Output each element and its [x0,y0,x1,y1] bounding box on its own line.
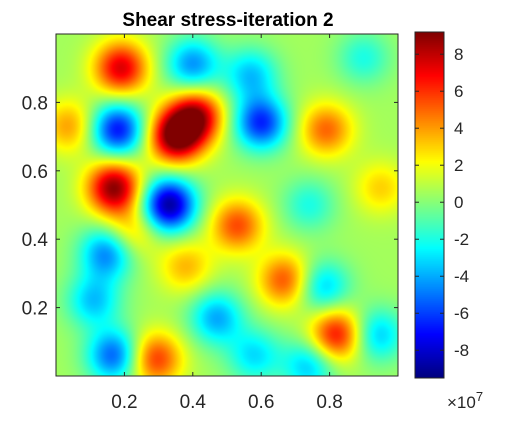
colorbar-multiplier-base: ×10 [447,393,476,412]
chart-title: Shear stress-iteration 2 [122,10,333,31]
colorbar-tick-label: -4 [454,267,469,286]
colorbar-tick-label: 4 [454,119,463,138]
x-axis: 0.2 0.4 0.6 0.8 [111,34,343,413]
colorbar-tick-label: -6 [454,304,469,323]
plot-frame [55,33,399,377]
colorbar: 8 6 4 2 0 -2 -4 -6 -8 ×107 [414,31,483,412]
colorbar-tick-label: 0 [454,193,463,212]
y-tick-label: 0.2 [22,299,48,320]
y-tick-label: 0.6 [22,162,48,183]
colorbar-tick-label: 2 [454,156,463,175]
heatmap-canvas [56,34,398,376]
colorbar-frame [414,31,445,379]
colorbar-tick-label: -8 [454,341,469,360]
colorbar-tick-label: 8 [454,45,463,64]
colorbar-multiplier-exponent: 7 [476,389,483,404]
x-tick-label: 0.8 [316,392,342,413]
y-tick-label: 0.4 [22,230,49,251]
colorbar-gradient [415,32,444,378]
colorbar-tick-label: -2 [454,230,469,249]
x-tick-label: 0.6 [248,392,274,413]
colorbar-tick-label: 6 [454,82,463,101]
x-tick-label: 0.4 [180,392,207,413]
y-tick-label: 0.8 [22,93,48,114]
y-axis: 0.2 0.4 0.6 0.8 [22,93,398,320]
colorbar-ticks: 8 6 4 2 0 -2 -4 -6 -8 [415,45,469,360]
x-tick-label: 0.2 [111,392,137,413]
colorbar-multiplier: ×107 [447,389,483,412]
heatmap-plot-area [55,33,399,377]
